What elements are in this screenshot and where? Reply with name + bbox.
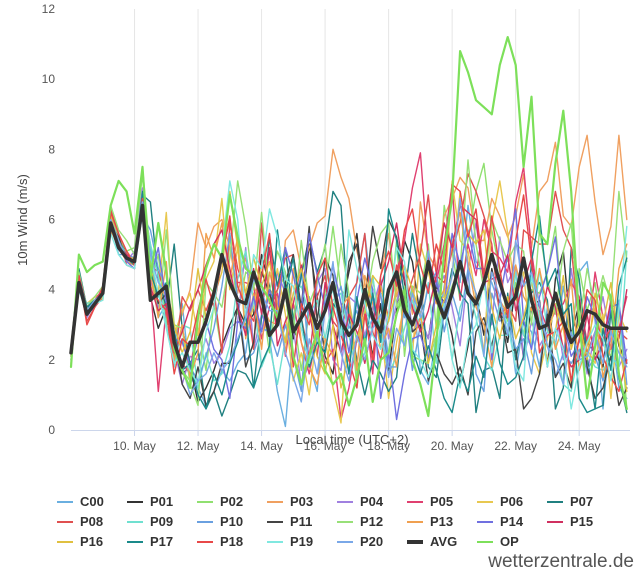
- y-tick-label: 2: [48, 353, 55, 367]
- x-axis-title: Local time (UTC+2): [295, 432, 408, 447]
- legend-item-op[interactable]: OP: [477, 534, 519, 549]
- legend-label: C00: [80, 494, 104, 509]
- series-line-p14: [70, 201, 628, 421]
- legend-item-c00[interactable]: C00: [57, 494, 104, 509]
- legend-item-p01[interactable]: P01: [127, 494, 173, 509]
- y-axis-title: 10m Wind (m/s): [15, 174, 30, 266]
- legend-item-p08[interactable]: P08: [57, 514, 103, 529]
- legend-label: P03: [290, 494, 313, 509]
- x-tick-label: 24. May: [558, 439, 601, 453]
- legend-label: P16: [80, 534, 103, 549]
- x-tick-label: 14. May: [240, 439, 283, 453]
- legend-label: P06: [500, 494, 523, 509]
- legend-item-p18[interactable]: P18: [197, 534, 243, 549]
- legend-item-p20[interactable]: P20: [337, 534, 383, 549]
- series-line-p06: [70, 180, 628, 424]
- legend-label: P20: [360, 534, 383, 549]
- series-line-p19: [70, 180, 628, 410]
- legend-label: P18: [220, 534, 243, 549]
- legend-item-p04[interactable]: P04: [337, 494, 384, 509]
- y-tick-label: 0: [48, 423, 55, 437]
- legend-label: P19: [290, 534, 313, 549]
- y-tick-label: 8: [48, 142, 55, 156]
- legend-label: P04: [360, 494, 384, 509]
- series-line-p05: [70, 152, 628, 421]
- legend-item-p15[interactable]: P15: [547, 514, 593, 529]
- legend-item-p12[interactable]: P12: [337, 514, 383, 529]
- x-tick-label: 22. May: [494, 439, 537, 453]
- y-tick-label: 6: [48, 213, 55, 227]
- legend-item-p19[interactable]: P19: [267, 534, 313, 549]
- x-tick-label: 10. May: [113, 439, 156, 453]
- series-layer: [69, 35, 629, 428]
- x-tick-label: 16. May: [304, 439, 347, 453]
- legend-item-p09[interactable]: P09: [127, 514, 173, 529]
- legend-item-p17[interactable]: P17: [127, 534, 173, 549]
- legend-item-p11[interactable]: P11: [267, 514, 312, 529]
- legend-item-p07[interactable]: P07: [547, 494, 593, 509]
- x-tick-label: 20. May: [431, 439, 474, 453]
- legend-label: OP: [500, 534, 519, 549]
- series-line-p11: [70, 204, 628, 410]
- legend-label: P15: [570, 514, 593, 529]
- y-tick-label: 10: [42, 72, 56, 86]
- y-tick-label: 12: [42, 2, 56, 16]
- legend-label: P11: [290, 514, 312, 529]
- y-tick-label: 4: [48, 283, 55, 297]
- legend-item-p16[interactable]: P16: [57, 534, 103, 549]
- legend-label: P05: [430, 494, 453, 509]
- legend-item-p03[interactable]: P03: [267, 494, 313, 509]
- legend-item-p10[interactable]: P10: [197, 514, 243, 529]
- legend-label: P08: [80, 514, 103, 529]
- x-tick-label: 18. May: [367, 439, 410, 453]
- axis-layer: 10m Wind (m/s) Local time (UTC+2): [15, 174, 409, 447]
- legend-item-p14[interactable]: P14: [477, 514, 524, 529]
- legend: C00 P01 P02 P03 P04 P05 P06 P07 P08 P09 P10 P11 P12 P…: [57, 494, 593, 549]
- series-line-avg: [69, 203, 629, 369]
- legend-label: P14: [500, 514, 524, 529]
- x-tick-label: 12. May: [177, 439, 220, 453]
- legend-label: P01: [150, 494, 173, 509]
- legend-item-p13[interactable]: P13: [407, 514, 453, 529]
- legend-label: P10: [220, 514, 243, 529]
- legend-item-p02[interactable]: P02: [197, 494, 243, 509]
- watermark: wetterzentrale.de: [488, 551, 634, 572]
- legend-label: P13: [430, 514, 453, 529]
- legend-label: P02: [220, 494, 243, 509]
- legend-item-p05[interactable]: P05: [407, 494, 453, 509]
- legend-label: P07: [570, 494, 593, 509]
- legend-item-p06[interactable]: P06: [477, 494, 523, 509]
- legend-label: P09: [150, 514, 173, 529]
- legend-label: AVG: [430, 534, 457, 549]
- legend-item-avg[interactable]: AVG: [407, 534, 457, 549]
- ticks-layer: 10. May 12. May 14. May 16. May 18. May 20. M…: [42, 2, 601, 453]
- series-line-p03: [70, 134, 628, 350]
- series-line-op: [69, 35, 628, 418]
- legend-label: P12: [360, 514, 383, 529]
- legend-label: P17: [150, 534, 173, 549]
